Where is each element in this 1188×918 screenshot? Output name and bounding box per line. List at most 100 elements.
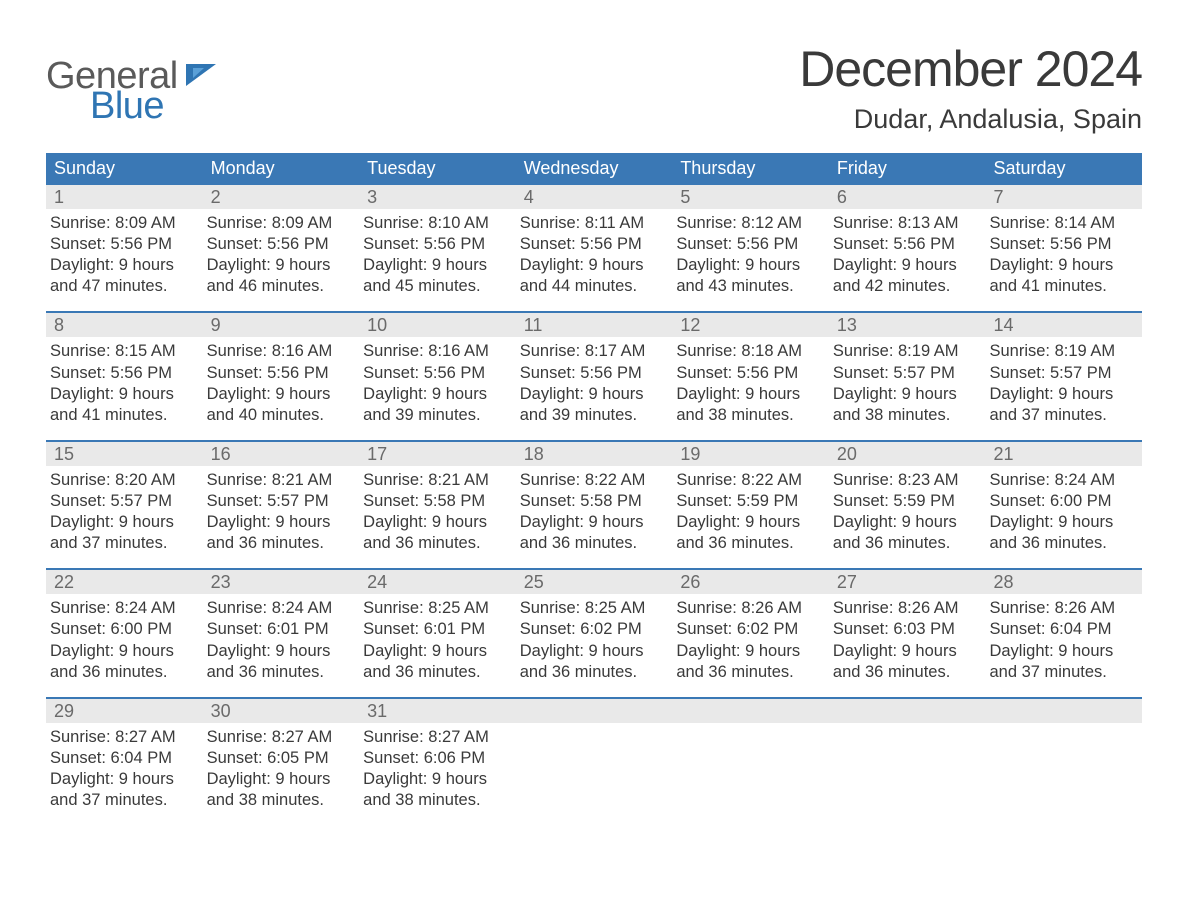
sunrise-line: Sunrise: 8:21 AM <box>207 470 356 491</box>
daylight-line: Daylight: 9 hours and 38 minutes. <box>676 384 825 426</box>
sunrise-line: Sunrise: 8:24 AM <box>989 470 1138 491</box>
sunset-line: Sunset: 6:00 PM <box>989 491 1138 512</box>
week-body-row: Sunrise: 8:27 AMSunset: 6:04 PMDaylight:… <box>46 723 1142 811</box>
day-number: 27 <box>829 570 986 594</box>
day-cell: Sunrise: 8:09 AMSunset: 5:56 PMDaylight:… <box>203 209 360 297</box>
sunrise-line: Sunrise: 8:24 AM <box>207 598 356 619</box>
daylight-line: Daylight: 9 hours and 39 minutes. <box>520 384 669 426</box>
day-cell: Sunrise: 8:20 AMSunset: 5:57 PMDaylight:… <box>46 466 203 554</box>
daylight-line: Daylight: 9 hours and 39 minutes. <box>363 384 512 426</box>
weekday-header: Thursday <box>672 153 829 185</box>
day-number: 23 <box>203 570 360 594</box>
location: Dudar, Andalusia, Spain <box>799 104 1142 135</box>
day-number-empty <box>516 699 673 723</box>
day-cell-empty <box>829 723 986 811</box>
sunset-line: Sunset: 5:59 PM <box>833 491 982 512</box>
day-body: Sunrise: 8:21 AMSunset: 5:57 PMDaylight:… <box>203 466 360 554</box>
day-number: 11 <box>516 313 673 337</box>
day-body: Sunrise: 8:27 AMSunset: 6:04 PMDaylight:… <box>46 723 203 811</box>
sunset-line: Sunset: 6:06 PM <box>363 748 512 769</box>
sunset-line: Sunset: 6:02 PM <box>520 619 669 640</box>
sunrise-line: Sunrise: 8:27 AM <box>50 727 199 748</box>
sunset-line: Sunset: 5:56 PM <box>676 234 825 255</box>
month-title: December 2024 <box>799 40 1142 98</box>
sunset-line: Sunset: 5:56 PM <box>207 234 356 255</box>
sunset-line: Sunset: 5:56 PM <box>833 234 982 255</box>
sunrise-line: Sunrise: 8:16 AM <box>207 341 356 362</box>
sunrise-line: Sunrise: 8:12 AM <box>676 213 825 234</box>
day-number-row: 891011121314 <box>46 311 1142 337</box>
daylight-line: Daylight: 9 hours and 36 minutes. <box>363 512 512 554</box>
sunrise-line: Sunrise: 8:21 AM <box>363 470 512 491</box>
day-cell: Sunrise: 8:15 AMSunset: 5:56 PMDaylight:… <box>46 337 203 425</box>
day-cell: Sunrise: 8:26 AMSunset: 6:02 PMDaylight:… <box>672 594 829 682</box>
daylight-line: Daylight: 9 hours and 36 minutes. <box>833 641 982 683</box>
daylight-line: Daylight: 9 hours and 36 minutes. <box>676 641 825 683</box>
daylight-line: Daylight: 9 hours and 38 minutes. <box>207 769 356 811</box>
day-cell: Sunrise: 8:11 AMSunset: 5:56 PMDaylight:… <box>516 209 673 297</box>
day-number: 31 <box>359 699 516 723</box>
sunset-line: Sunset: 5:58 PM <box>520 491 669 512</box>
weekday-header: Friday <box>829 153 986 185</box>
day-number: 7 <box>985 185 1142 209</box>
sunset-line: Sunset: 6:04 PM <box>50 748 199 769</box>
daylight-line: Daylight: 9 hours and 43 minutes. <box>676 255 825 297</box>
sunrise-line: Sunrise: 8:11 AM <box>520 213 669 234</box>
daylight-line: Daylight: 9 hours and 37 minutes. <box>50 769 199 811</box>
day-cell: Sunrise: 8:23 AMSunset: 5:59 PMDaylight:… <box>829 466 986 554</box>
day-cell: Sunrise: 8:27 AMSunset: 6:06 PMDaylight:… <box>359 723 516 811</box>
day-number: 25 <box>516 570 673 594</box>
day-body: Sunrise: 8:09 AMSunset: 5:56 PMDaylight:… <box>203 209 360 297</box>
daylight-line: Daylight: 9 hours and 38 minutes. <box>363 769 512 811</box>
day-cell: Sunrise: 8:21 AMSunset: 5:58 PMDaylight:… <box>359 466 516 554</box>
weekday-header: Saturday <box>985 153 1142 185</box>
day-number: 6 <box>829 185 986 209</box>
daylight-line: Daylight: 9 hours and 36 minutes. <box>207 641 356 683</box>
sunset-line: Sunset: 5:56 PM <box>676 363 825 384</box>
daylight-line: Daylight: 9 hours and 36 minutes. <box>207 512 356 554</box>
daylight-line: Daylight: 9 hours and 45 minutes. <box>363 255 512 297</box>
day-body: Sunrise: 8:18 AMSunset: 5:56 PMDaylight:… <box>672 337 829 425</box>
sunrise-line: Sunrise: 8:10 AM <box>363 213 512 234</box>
day-body: Sunrise: 8:11 AMSunset: 5:56 PMDaylight:… <box>516 209 673 297</box>
day-body: Sunrise: 8:27 AMSunset: 6:05 PMDaylight:… <box>203 723 360 811</box>
daylight-line: Daylight: 9 hours and 40 minutes. <box>207 384 356 426</box>
sunrise-line: Sunrise: 8:24 AM <box>50 598 199 619</box>
daylight-line: Daylight: 9 hours and 41 minutes. <box>989 255 1138 297</box>
day-body: Sunrise: 8:16 AMSunset: 5:56 PMDaylight:… <box>203 337 360 425</box>
day-cell: Sunrise: 8:22 AMSunset: 5:59 PMDaylight:… <box>672 466 829 554</box>
logo-word-blue: Blue <box>90 88 216 124</box>
day-number: 19 <box>672 442 829 466</box>
day-body: Sunrise: 8:27 AMSunset: 6:06 PMDaylight:… <box>359 723 516 811</box>
week-body-row: Sunrise: 8:24 AMSunset: 6:00 PMDaylight:… <box>46 594 1142 682</box>
day-body: Sunrise: 8:21 AMSunset: 5:58 PMDaylight:… <box>359 466 516 554</box>
day-body: Sunrise: 8:24 AMSunset: 6:00 PMDaylight:… <box>985 466 1142 554</box>
day-body: Sunrise: 8:19 AMSunset: 5:57 PMDaylight:… <box>985 337 1142 425</box>
day-number: 2 <box>203 185 360 209</box>
sunset-line: Sunset: 5:56 PM <box>207 363 356 384</box>
day-cell: Sunrise: 8:24 AMSunset: 6:00 PMDaylight:… <box>46 594 203 682</box>
sunrise-line: Sunrise: 8:16 AM <box>363 341 512 362</box>
day-cell: Sunrise: 8:21 AMSunset: 5:57 PMDaylight:… <box>203 466 360 554</box>
calendar-page: General Blue December 2024 Dudar, Andalu… <box>0 0 1188 851</box>
day-body: Sunrise: 8:25 AMSunset: 6:02 PMDaylight:… <box>516 594 673 682</box>
sunrise-line: Sunrise: 8:25 AM <box>363 598 512 619</box>
sunrise-line: Sunrise: 8:23 AM <box>833 470 982 491</box>
day-number: 28 <box>985 570 1142 594</box>
day-number-empty <box>829 699 986 723</box>
day-number-row: 1234567 <box>46 185 1142 209</box>
daylight-line: Daylight: 9 hours and 37 minutes. <box>50 512 199 554</box>
sunrise-line: Sunrise: 8:22 AM <box>520 470 669 491</box>
day-body: Sunrise: 8:26 AMSunset: 6:02 PMDaylight:… <box>672 594 829 682</box>
day-number: 24 <box>359 570 516 594</box>
daylight-line: Daylight: 9 hours and 36 minutes. <box>50 641 199 683</box>
day-cell: Sunrise: 8:13 AMSunset: 5:56 PMDaylight:… <box>829 209 986 297</box>
day-body: Sunrise: 8:17 AMSunset: 5:56 PMDaylight:… <box>516 337 673 425</box>
day-number-empty <box>672 699 829 723</box>
sunset-line: Sunset: 5:57 PM <box>207 491 356 512</box>
weekday-header: Wednesday <box>516 153 673 185</box>
sunrise-line: Sunrise: 8:20 AM <box>50 470 199 491</box>
sunrise-line: Sunrise: 8:15 AM <box>50 341 199 362</box>
day-cell: Sunrise: 8:26 AMSunset: 6:03 PMDaylight:… <box>829 594 986 682</box>
sunrise-line: Sunrise: 8:09 AM <box>207 213 356 234</box>
